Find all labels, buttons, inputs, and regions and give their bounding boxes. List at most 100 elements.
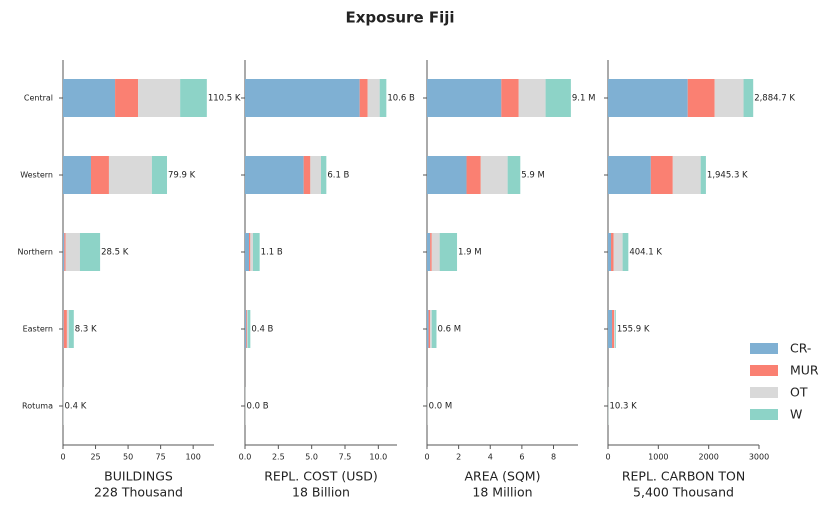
- x-tick-label: 10.0: [369, 453, 387, 462]
- bar-segment: [427, 310, 429, 348]
- bar-segment: [245, 79, 360, 117]
- bar-segment: [440, 233, 457, 271]
- total-label: 0.4 K: [65, 402, 87, 412]
- x-tick-label: 0.0: [239, 453, 252, 462]
- total-label: 1.9 M: [458, 248, 482, 258]
- total-label: 28.5 K: [101, 248, 129, 258]
- bar-segment: [80, 233, 100, 271]
- x-tick-label: 100: [186, 453, 201, 462]
- bar-segment: [67, 310, 69, 348]
- bar-segment: [615, 310, 616, 348]
- total-label: 10.6 B: [387, 94, 415, 104]
- total-label: 404.1 K: [629, 248, 662, 258]
- bar-segment: [427, 156, 467, 194]
- y-tick-label: Rotuma: [22, 402, 53, 411]
- x-axis-label: AREA (SQM): [465, 469, 541, 484]
- bar-segment: [608, 79, 688, 117]
- bar-segment: [614, 310, 615, 348]
- y-tick-label: Eastern: [23, 325, 53, 334]
- bar-segment: [432, 310, 437, 348]
- bar-segment: [245, 156, 304, 194]
- bar-segment: [115, 79, 138, 117]
- bar-segment: [430, 233, 432, 271]
- total-label: 0.4 B: [251, 325, 273, 335]
- y-tick-label: Northern: [17, 248, 53, 257]
- total-label: 0.6 M: [437, 325, 461, 335]
- x-tick-label: 4: [488, 453, 493, 462]
- bar-segment: [608, 310, 612, 348]
- bar-segment: [63, 79, 115, 117]
- bar-segment: [247, 310, 248, 348]
- bar-segment: [249, 233, 250, 271]
- total-label: 0.0 M: [429, 402, 453, 412]
- legend-swatch: [750, 409, 778, 420]
- total-label: 1.1 B: [261, 248, 283, 258]
- x-tick-label: 2000: [698, 453, 718, 462]
- bar-segment: [66, 233, 80, 271]
- x-tick-label: 6: [519, 453, 524, 462]
- bar-segment: [246, 310, 247, 348]
- bar-segment: [360, 79, 368, 117]
- x-axis-label: BUILDINGS: [104, 469, 173, 484]
- total-label: 155.9 K: [617, 325, 650, 335]
- total-label: 79.9 K: [168, 171, 196, 181]
- x-tick-label: 2.5: [272, 453, 285, 462]
- legend-label: W: [790, 407, 802, 422]
- total-label: 6.1 B: [327, 171, 349, 181]
- bar-segment: [245, 233, 249, 271]
- x-tick-label: 75: [156, 453, 166, 462]
- x-tick-label: 25: [90, 453, 100, 462]
- bar-segment: [430, 310, 432, 348]
- bar-segment: [614, 233, 623, 271]
- x-tick-label: 8: [551, 453, 556, 462]
- bar-segment: [64, 233, 65, 271]
- total-label: 0.0 B: [247, 402, 269, 412]
- bar-segment: [611, 233, 614, 271]
- bar-segment: [253, 233, 260, 271]
- x-tick-label: 0: [424, 453, 429, 462]
- bar-segment: [91, 156, 109, 194]
- x-axis-subtitle: 18 Billion: [292, 485, 350, 500]
- x-axis-subtitle: 5,400 Thousand: [633, 485, 734, 500]
- x-tick-label: 3000: [749, 453, 769, 462]
- bar-segment: [612, 310, 614, 348]
- bar-segment: [138, 79, 180, 117]
- bar-segment: [245, 310, 246, 348]
- bar-segment: [481, 156, 508, 194]
- bar-segment: [109, 156, 152, 194]
- bar-segment: [368, 79, 380, 117]
- bar-segment: [180, 79, 207, 117]
- bar-segment: [673, 156, 701, 194]
- bar-segment: [250, 233, 253, 271]
- legend-swatch: [750, 387, 778, 398]
- bar-segment: [321, 156, 326, 194]
- bar-segment: [63, 156, 91, 194]
- total-label: 9.1 M: [572, 94, 596, 104]
- total-label: 110.5 K: [208, 94, 241, 104]
- bar-segment: [427, 233, 430, 271]
- bar-segment: [508, 156, 521, 194]
- bar-segment: [63, 233, 64, 271]
- bar-segment: [608, 233, 611, 271]
- chart-title: Exposure Fiji: [345, 9, 454, 27]
- bar-segment: [546, 79, 571, 117]
- legend-label: MUR: [790, 363, 819, 378]
- x-axis-subtitle: 18 Million: [472, 485, 532, 500]
- total-label: 2,884.7 K: [754, 94, 795, 104]
- legend-label: CR-: [790, 341, 811, 356]
- bar-segment: [623, 233, 629, 271]
- x-tick-label: 7.5: [339, 453, 352, 462]
- bar-segment: [432, 233, 440, 271]
- bar-segment: [63, 310, 64, 348]
- x-tick-label: 0: [60, 453, 65, 462]
- x-tick-label: 5.0: [305, 453, 318, 462]
- bar-segment: [64, 310, 67, 348]
- legend-label: OT: [790, 385, 808, 400]
- bar-segment: [744, 79, 754, 117]
- bar-segment: [152, 156, 167, 194]
- bar-segment: [715, 79, 744, 117]
- bar-segment: [427, 79, 501, 117]
- x-axis-subtitle: 228 Thousand: [94, 485, 183, 500]
- bar-segment: [651, 156, 673, 194]
